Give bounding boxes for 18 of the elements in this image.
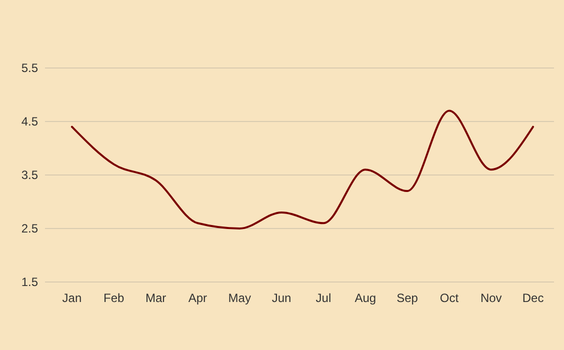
x-tick-label: Jul	[316, 291, 332, 305]
line-series	[70, 110, 534, 230]
y-tick-label: 4.5	[21, 114, 38, 129]
x-tick-label: Jan	[62, 291, 82, 305]
x-tick-label: Dec	[522, 291, 544, 305]
x-tick-label: Oct	[440, 291, 460, 305]
x-tick-label: Mar	[145, 291, 166, 305]
y-tick-label: 2.5	[21, 222, 38, 236]
x-tick-label: May	[228, 291, 251, 305]
y-tick-label: 1.5	[21, 275, 38, 290]
x-tick-label: Nov	[480, 291, 502, 305]
y-tick-label: 3.5	[21, 168, 38, 182]
y-tick-label: 5.5	[21, 61, 38, 76]
x-tick-label: Apr	[188, 291, 208, 305]
x-tick-label: Sep	[396, 291, 418, 305]
x-tick-label: Feb	[104, 291, 125, 305]
x-tick-label: Jun	[272, 291, 292, 305]
x-tick-label: Aug	[354, 291, 376, 305]
